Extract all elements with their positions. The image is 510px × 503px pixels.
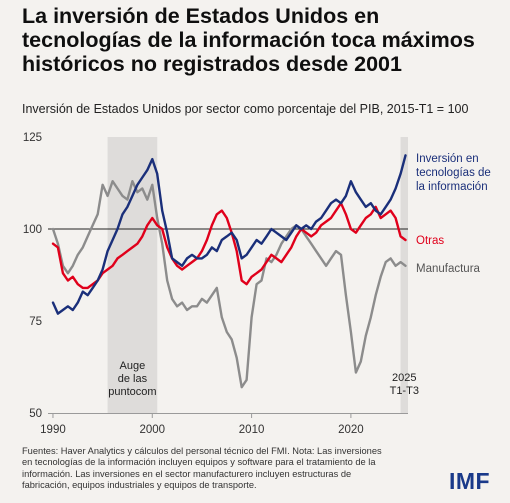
title-line: históricos no registrados desde 2001 [22,52,402,76]
y-tick-label: 125 [23,132,42,144]
x-tick-label: 2000 [139,424,165,436]
series-line [51,202,407,290]
chart-subtitle: Inversión de Estados Unidos por sector c… [22,102,469,116]
title-line: tecnologías de la información toca máxim… [22,28,475,52]
period-2025-label: T1-T3 [390,385,419,397]
dotcom-boom-label: de las [118,373,148,385]
chart-title: La inversión de Estados Unidos en tecnol… [22,4,502,76]
footnote-line: Fuentes: Haver Analytics y cálculos del … [22,446,382,456]
dotcom-boom-label: puntocom [108,386,156,398]
footnote-line: información. Las inversiones en el secto… [22,468,352,479]
footnote-line: en tecnologías de la información incluye… [22,457,376,468]
y-tick-label: 100 [23,224,42,236]
y-tick-label: 75 [29,316,42,328]
x-tick-label: 2010 [239,424,265,436]
shaded-region [400,137,408,413]
title-line: La inversión de Estados Unidos en [22,4,380,28]
series-line [51,180,407,389]
series-label: tecnologías de [416,167,491,179]
series-label: Otras [416,235,444,247]
period-2025-label: 2025 [392,372,416,384]
series-label: la información [416,181,488,193]
series-label: Inversión en [416,153,479,165]
footnote: Fuentes: Haver Analytics y cálculos del … [22,446,442,491]
y-tick-label: 50 [29,408,42,420]
dotcom-boom-label: Auge [120,360,146,372]
footnote-line: fabricación, equipos industriales y equi… [22,479,257,490]
x-tick-label: 1990 [40,424,66,436]
series-label: Manufactura [416,263,481,275]
series-line [51,154,407,315]
imf-logo: IMF [449,468,491,494]
x-tick-label: 2020 [338,424,364,436]
